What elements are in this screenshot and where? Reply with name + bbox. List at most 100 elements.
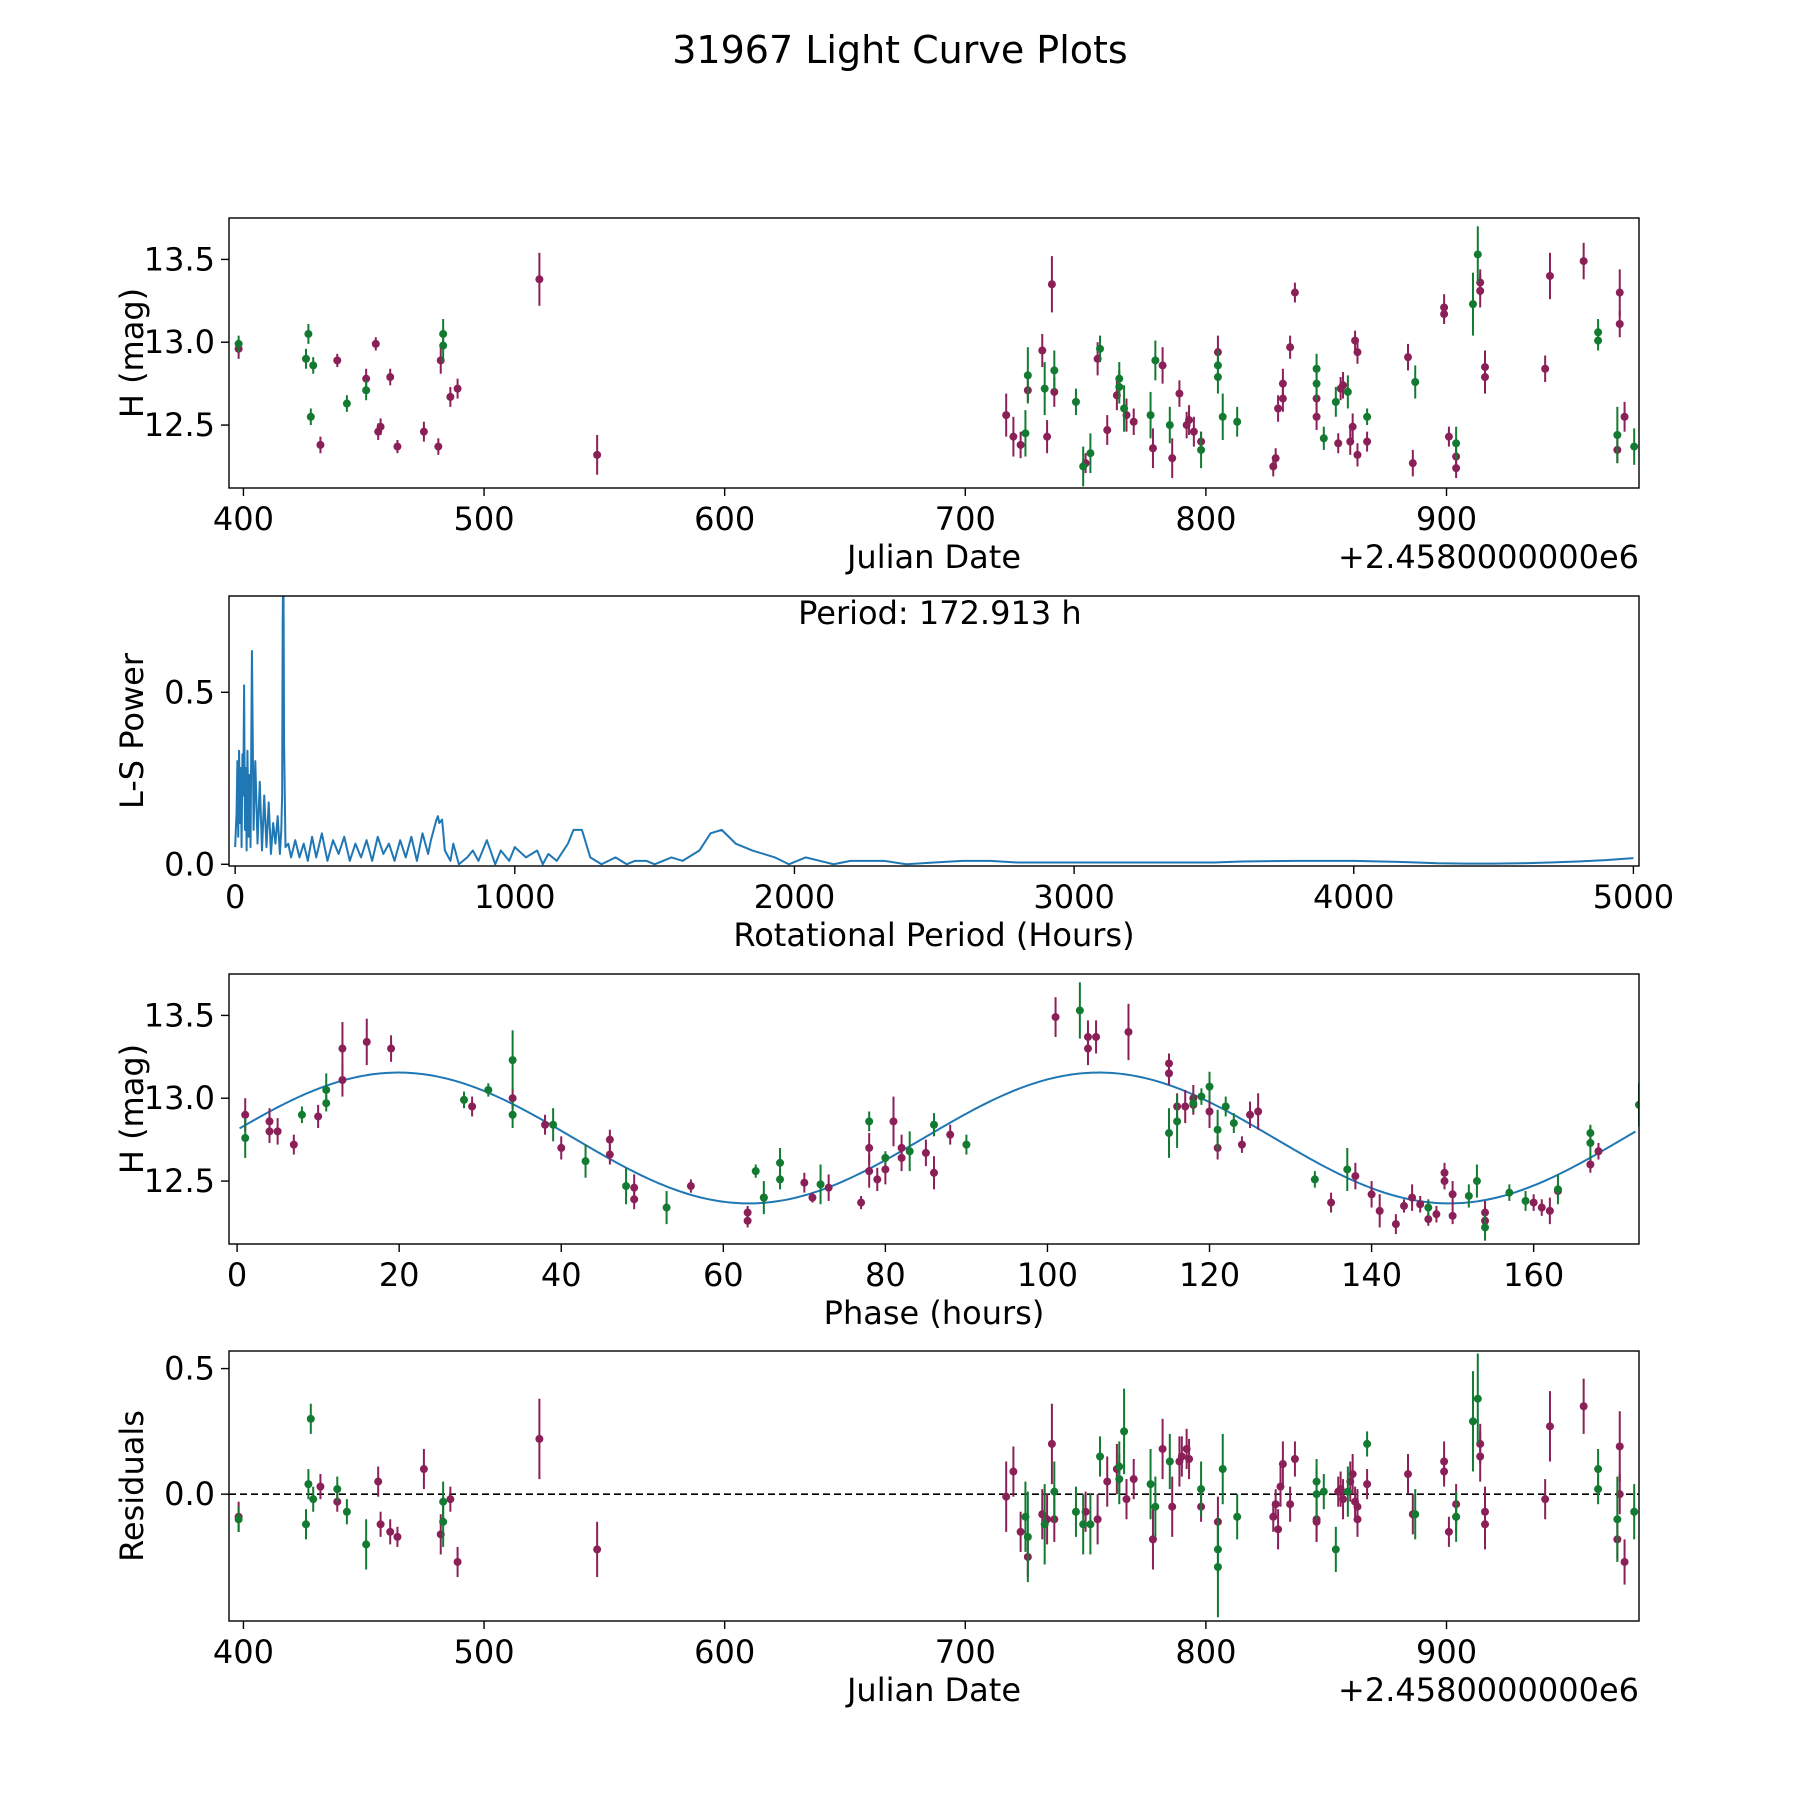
band2-point (1218, 412, 1227, 421)
band2-point (1165, 421, 1174, 430)
band1-point (1189, 427, 1198, 436)
band1-point (314, 1112, 323, 1121)
band1-point (1092, 1032, 1101, 1041)
band2-point (1213, 1545, 1222, 1554)
band2-point (1473, 250, 1482, 259)
band1-point (865, 1167, 874, 1176)
band1-point (1050, 387, 1059, 396)
band1-point (1404, 353, 1413, 362)
band1-point (468, 1102, 477, 1111)
band1-point (1093, 1515, 1102, 1524)
band2-point (1086, 1520, 1095, 1529)
model-fit-curve (239, 1071, 1636, 1205)
band2-point (306, 1414, 315, 1423)
band2-point (1071, 397, 1080, 406)
band2-point (1213, 373, 1222, 382)
x-axis-label: Julian Date (845, 538, 1021, 576)
band1-point (557, 1143, 566, 1152)
band1-point (265, 1127, 274, 1136)
band2-point (1151, 1502, 1160, 1511)
x-tick-label: 120 (1179, 1256, 1240, 1294)
band2-point (905, 1147, 914, 1156)
y-tick-label: 0.5 (164, 1350, 215, 1388)
band2-point (1040, 384, 1049, 393)
band1-point (393, 442, 402, 451)
band1-point (453, 1557, 462, 1566)
band1-point (857, 1198, 866, 1207)
band2-point (508, 1056, 517, 1065)
x-axis-label: Phase (hours) (824, 1294, 1045, 1332)
band2-point (460, 1095, 468, 1104)
band1-point (1440, 310, 1449, 319)
band2-point (1115, 1462, 1124, 1471)
band2-point (1213, 1125, 1222, 1134)
axes-frame (228, 1350, 1640, 1622)
band1-point (1278, 1460, 1287, 1469)
band2-point (1363, 412, 1372, 421)
x-tick-label: 60 (703, 1256, 744, 1294)
band2-point (306, 412, 315, 421)
band1-point (1274, 1525, 1283, 1534)
band2-point (1096, 1452, 1105, 1461)
band1-point (1586, 1160, 1595, 1169)
band1-point (921, 1148, 930, 1157)
band1-point (1002, 1492, 1011, 1501)
band1-point (1339, 381, 1348, 390)
band1-point (1375, 1206, 1384, 1215)
band2-point (881, 1153, 890, 1162)
band1-point (1476, 286, 1485, 295)
band2-point (1165, 1457, 1174, 1466)
band2-point (1040, 1520, 1049, 1529)
y-axis-label: H (mag) (113, 1044, 151, 1174)
band1-point (743, 1216, 752, 1225)
band1-point (593, 1545, 602, 1554)
y-tick-label: 13.5 (144, 996, 215, 1034)
x-axis-label: Julian Date (845, 1671, 1021, 1709)
x-tick-label: 400 (213, 1633, 274, 1671)
band2-point (362, 386, 371, 395)
band2-point (309, 361, 318, 370)
band2-point (1424, 1203, 1433, 1212)
band2-point (1594, 336, 1603, 345)
band1-point (808, 1193, 817, 1202)
band2-point (776, 1158, 785, 1167)
band1-point (535, 1434, 544, 1443)
band1-point (1271, 1500, 1280, 1509)
axes-frame (228, 595, 1640, 867)
band2-point (1096, 344, 1105, 353)
band1-point (393, 1532, 402, 1541)
band2-point (1120, 1427, 1129, 1436)
band2-point (1079, 1520, 1088, 1529)
x-axis-offset-label: +2.4580000000e6 (1338, 1671, 1639, 1709)
band1-point (1440, 1168, 1449, 1177)
band2-point (1505, 1188, 1514, 1197)
band1-point (508, 1094, 517, 1103)
band2-point (1586, 1138, 1595, 1147)
band1-point (1529, 1198, 1538, 1207)
band2-point (1553, 1185, 1562, 1194)
band2-point (1218, 1465, 1227, 1474)
band1-point (743, 1208, 752, 1217)
band1-point (374, 1477, 383, 1486)
band1-point (338, 1044, 347, 1053)
band2-point (1173, 1117, 1182, 1126)
band1-point (1408, 459, 1417, 468)
band1-point (1254, 1107, 1263, 1116)
band1-point (605, 1135, 614, 1144)
band2-point (1468, 300, 1477, 309)
periodogram-data (234, 596, 1634, 866)
band1-point (1168, 454, 1177, 463)
band1-point (1545, 1206, 1554, 1215)
band1-point (1129, 417, 1138, 426)
band1-point (1448, 1190, 1457, 1199)
x-tick-label: 400 (213, 500, 274, 538)
band2-point (1075, 1006, 1084, 1015)
band1-point (1148, 444, 1157, 453)
band1-point (1481, 373, 1490, 382)
band1-point (333, 356, 342, 365)
band1-point (1103, 1477, 1112, 1486)
axes-frame (228, 217, 1640, 489)
band1-point (946, 1130, 955, 1139)
band1-point (1541, 1495, 1550, 1504)
